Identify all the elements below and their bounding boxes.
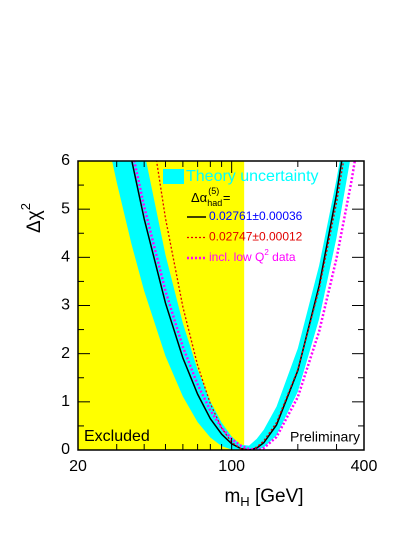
y-tick-label: 6 [61, 152, 70, 169]
excluded-label: Excluded [84, 428, 150, 445]
x-tick-label: 400 [351, 458, 378, 475]
x-axis-label-base: m [224, 486, 240, 507]
legend-label: Theory uncertainty [186, 168, 319, 185]
legend-label-part: 0.02747±0.00012 [209, 230, 303, 244]
legend-title-suffix: = [219, 190, 230, 205]
legend-label-part: 2 [264, 248, 269, 257]
x-axis-label-sub: H [240, 494, 249, 509]
legend-label-part: 0.02761±0.00036 [209, 209, 303, 223]
x-tick-label: 20 [69, 458, 87, 475]
legend-label: 0.02747±0.00012 [209, 230, 303, 244]
x-axis-label-suffix: [GeV] [250, 486, 304, 507]
legend-title: Δαhad (5) = [191, 186, 230, 208]
legend-label-part: incl. low Q [209, 250, 264, 264]
y-tick-label: 1 [61, 393, 70, 410]
legend-label-part: data [269, 250, 296, 264]
y-axis-label: Δχ2 [18, 203, 45, 233]
y-tick-label: 2 [61, 345, 70, 362]
y-axis-label-sup: 2 [18, 203, 33, 210]
preliminary-label: Preliminary [290, 429, 360, 445]
legend-title-base: Δα [191, 190, 208, 205]
legend-swatch [163, 169, 184, 184]
legend-title-sub: had [207, 198, 222, 208]
curve [155, 161, 345, 450]
x-axis-label: mH [GeV] [224, 486, 303, 509]
y-tick-label: 5 [61, 200, 70, 217]
y-tick-label: 4 [61, 249, 70, 266]
uncertainty-band [112, 161, 350, 450]
legend-label: incl. low Q2 data [209, 248, 296, 264]
plot-area [78, 161, 357, 450]
y-tick-label: 3 [61, 297, 70, 314]
legend-title-sup: (5) [208, 186, 219, 196]
curve [133, 161, 357, 450]
x-tick-label: 100 [218, 458, 245, 475]
legend-label: 0.02761±0.00036 [209, 209, 303, 223]
y-axis-label-base: Δχ [24, 210, 45, 233]
y-tick-label: 0 [61, 441, 70, 458]
